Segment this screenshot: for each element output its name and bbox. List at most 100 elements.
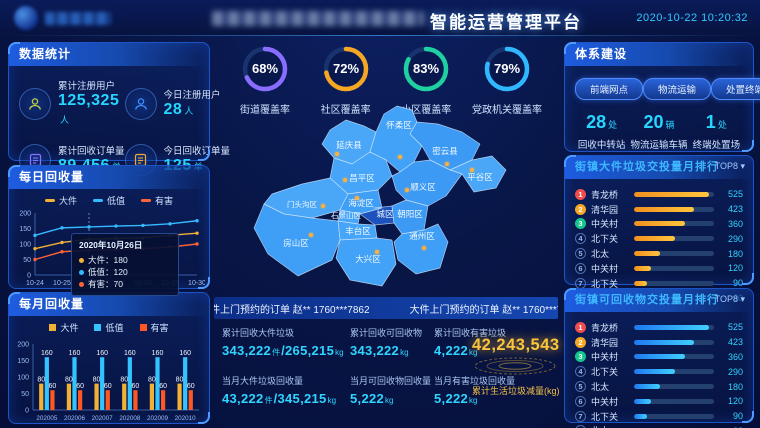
svg-text:160: 160	[96, 350, 108, 357]
ranking-row[interactable]: 4 北下关 290	[575, 364, 743, 379]
ticker-items: 大件上门预约的订单 赵** 1760***7862 大件上门预约的订单 赵** 1…	[214, 301, 558, 316]
legend-item[interactable]: 大件	[44, 194, 77, 207]
ranking-row[interactable]: 5 北太 180	[575, 379, 743, 394]
daily-line-chart[interactable]: 05010015020010-2410-2510-2610-2710-2810-…	[9, 207, 209, 300]
top8-dropdown[interactable]: TOP8 ▾	[714, 294, 745, 304]
stat-grid: 累计注册用户 125,325人 今日注册用户 28人 累计回收订单量 89,45…	[9, 66, 230, 176]
site-dot[interactable]	[445, 162, 449, 166]
rank-bar	[634, 191, 714, 197]
coverage-gauge: 68% 街道覆盖率	[226, 44, 304, 116]
svg-text:80: 80	[148, 377, 156, 384]
recycle-stat-item: 当月可回收物回收量 5,222kg	[350, 374, 431, 408]
system-tab-2[interactable]: 处置终端	[711, 78, 760, 100]
map-district-shunyi[interactable]	[391, 159, 463, 207]
district-label: 密云县	[432, 146, 458, 156]
ranking-row[interactable]: 1 青龙桥 525	[575, 187, 743, 202]
rank-name: 北下关	[591, 278, 619, 289]
svg-text:72%: 72%	[333, 61, 359, 76]
site-dot[interactable]	[335, 152, 339, 156]
rank-name: 北太	[591, 424, 629, 428]
site-dot[interactable]	[422, 246, 426, 250]
rank-badge: 6	[575, 395, 586, 407]
ranking-row[interactable]: 6 中关村 120	[575, 261, 743, 276]
ranking-row[interactable]: 1 青龙桥 525	[575, 320, 743, 335]
district-label: 朝阳区	[397, 209, 423, 219]
ranking-row[interactable]: 3 中关村 360	[575, 350, 743, 365]
system-tab-1[interactable]: 物流运输	[643, 78, 711, 100]
rank-value: 180	[727, 381, 743, 392]
site-dot[interactable]	[375, 250, 379, 254]
ranking-row[interactable]: 2 清华园 423	[575, 335, 743, 350]
map-district-fangshan[interactable]	[253, 203, 341, 277]
svg-text:200: 200	[19, 211, 31, 218]
district-label: 丰台区	[345, 226, 371, 236]
svg-text:60: 60	[187, 383, 195, 390]
rank-bar	[634, 354, 714, 360]
site-dot[interactable]	[355, 196, 359, 200]
total-label: 累计生活垃圾减量(kg)	[472, 386, 560, 396]
map-district-tongzhou[interactable]	[393, 223, 449, 275]
svg-text:150: 150	[19, 226, 31, 233]
ranking-row[interactable]: 4 北下关 290	[575, 231, 743, 246]
bar	[66, 383, 71, 410]
legend-item[interactable]: 有害	[141, 194, 173, 207]
site-dot[interactable]	[405, 188, 409, 192]
tooltip-date: 2020年10月26日	[79, 240, 143, 250]
bar	[94, 383, 99, 410]
rank-bar	[634, 339, 714, 345]
panel-title: 每日回收量	[9, 166, 209, 189]
system-tabs: 前端网点 物流运输 处置终端	[565, 66, 760, 100]
legend-item[interactable]: 低值	[94, 321, 124, 334]
rank-name: 清华园	[591, 204, 619, 215]
ranking-row[interactable]: 5 北太 180	[575, 246, 743, 261]
ranking-row[interactable]: 8 北太 60	[575, 424, 743, 428]
bar	[100, 357, 105, 410]
top8-dropdown[interactable]: TOP8 ▾	[714, 161, 745, 171]
ranking-row[interactable]: 3 中关村 360	[575, 217, 743, 232]
panel-title: 每月回收量	[9, 293, 209, 316]
bar	[105, 390, 110, 410]
stat-value: 343,222kg	[350, 343, 409, 358]
order-ticker: 大件上门预约的订单 赵** 1760***7862 大件上门预约的订单 赵** 1…	[214, 297, 558, 319]
recycle-stat-item: 累计回收大件垃圾 343,222件/265,215kg	[222, 326, 344, 360]
rank-name: 中关村	[591, 219, 619, 230]
tooltip-row: 有害：70	[79, 278, 171, 290]
svg-text:100: 100	[17, 375, 29, 382]
coverage-gauge: 72% 社区覆盖率	[307, 44, 385, 116]
rank-value: 423	[727, 337, 743, 348]
gauge-ring: 72%	[323, 46, 368, 92]
stat-value: 4,222kg	[434, 343, 478, 358]
ticker-item: 大件上门预约的订单 赵** 1760***7862	[409, 304, 558, 316]
site-dot[interactable]	[343, 178, 347, 182]
legend-item[interactable]: 有害	[139, 321, 169, 334]
legend-item[interactable]: 大件	[49, 321, 78, 334]
monthly-bar-chart[interactable]: 0 50 100 150 200 202005 80 160 60 202006 80 160 60 20…	[9, 334, 209, 428]
total-value: 42,243,543	[472, 336, 560, 354]
stat-label: 累计注册用户	[58, 81, 116, 92]
bar	[149, 383, 154, 410]
system-metric: 28 处 回收中转站	[573, 112, 630, 151]
ranking-row[interactable]: 2 清华园 423	[575, 202, 743, 217]
map-district-daxing[interactable]	[335, 237, 397, 287]
metric-label: 回收中转站	[577, 140, 626, 151]
site-dot[interactable]	[321, 204, 325, 208]
rank-name: 中关村	[591, 396, 619, 407]
legend-item[interactable]: 低值	[92, 194, 125, 207]
site-dot[interactable]	[309, 233, 313, 237]
coverage-gauge: 83% 小区覆盖率	[387, 44, 465, 116]
svg-text:202007: 202007	[92, 415, 114, 422]
stat-label: 当月大件垃圾回收量	[222, 376, 304, 386]
beijing-map: 延庆县 怀柔区 密云县 平谷区 昌平区 顺义区 门头沟区 海淀区 石景山区 城区 朝阳区 丰台区 房山区…	[216, 100, 556, 296]
ranking-row[interactable]: 6 中关村 120	[575, 394, 743, 409]
logo-redacted-text	[45, 12, 111, 25]
site-dot[interactable]	[398, 155, 402, 159]
coverage-gauge: 79% 党政机关覆盖率	[468, 44, 546, 116]
gauge-label: 街道覆盖率	[240, 105, 290, 116]
gauge-ring: 68%	[242, 46, 288, 92]
ranking-row[interactable]: 7 北下关 90	[575, 409, 743, 424]
site-dot[interactable]	[470, 168, 474, 172]
system-tab-0[interactable]: 前端网点	[575, 78, 643, 100]
svg-text:60: 60	[159, 383, 167, 390]
district-label: 海淀区	[348, 198, 374, 208]
